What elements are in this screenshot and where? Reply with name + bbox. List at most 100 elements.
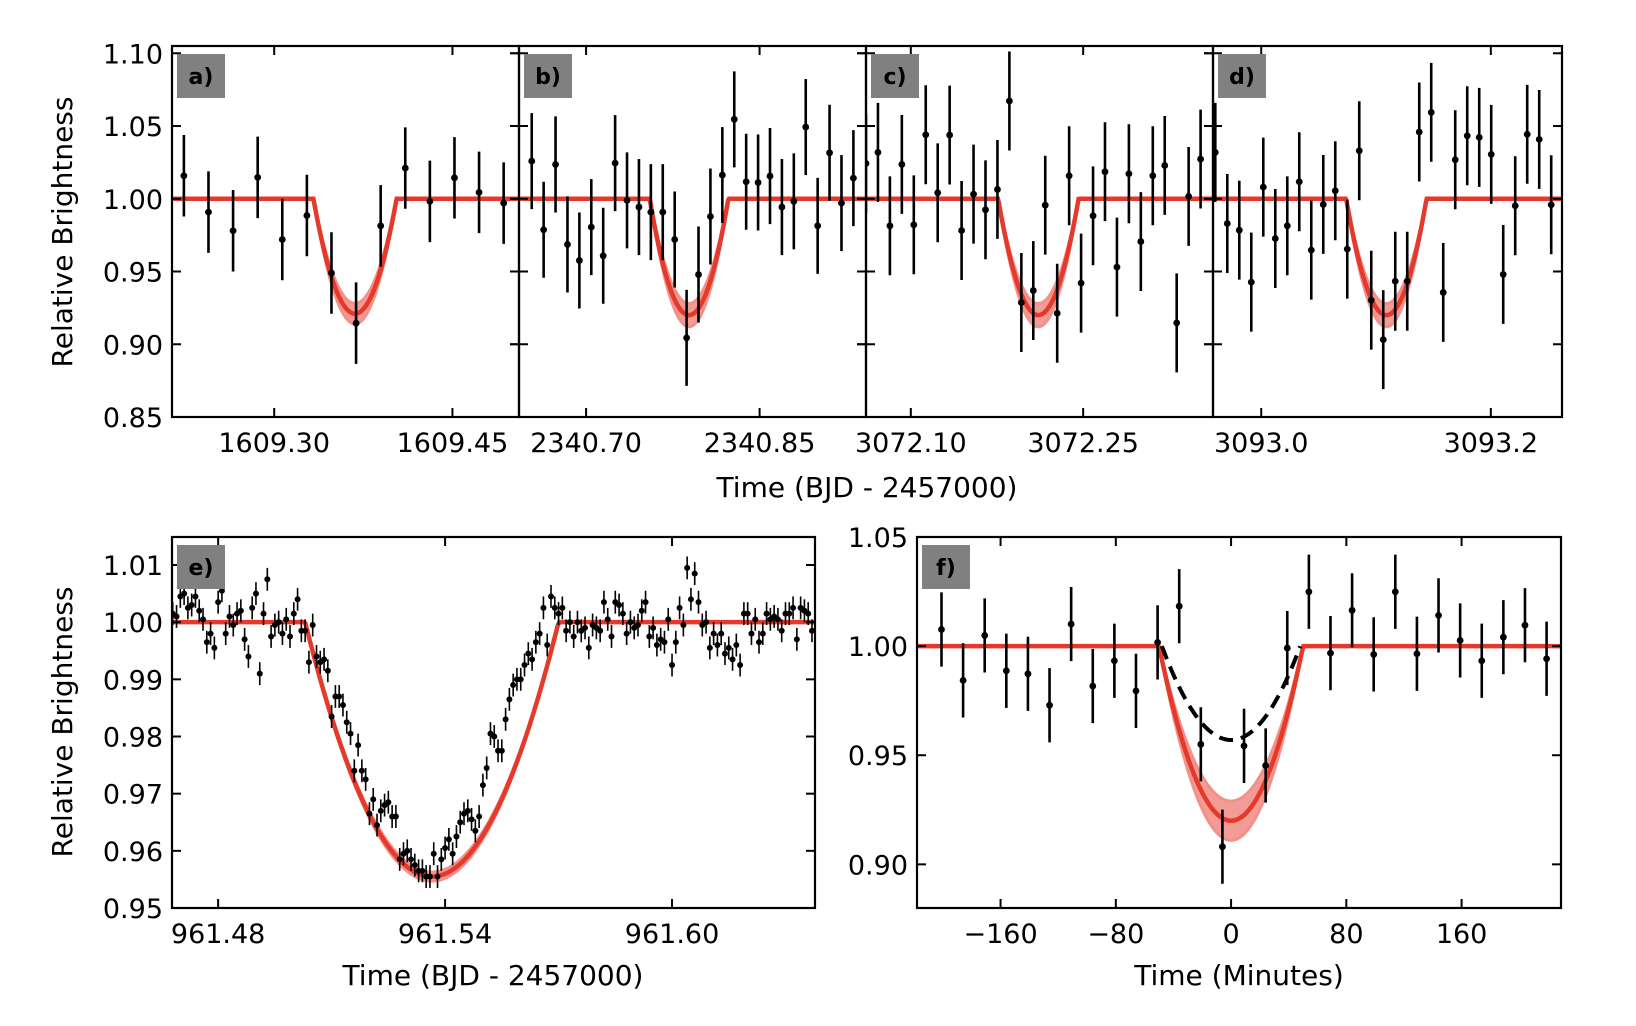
data-point	[1219, 843, 1226, 851]
data-point	[426, 873, 433, 880]
y-tick-label: 1.05	[848, 523, 908, 554]
data-point	[1343, 245, 1351, 253]
data-point	[1161, 162, 1169, 169]
data-point	[763, 610, 770, 617]
data-point	[222, 630, 229, 637]
x-tick-label: −160	[963, 919, 1037, 950]
panel-tag-box	[871, 54, 919, 98]
data-point	[886, 222, 894, 230]
data-point	[778, 203, 786, 211]
data-point	[245, 653, 252, 660]
data-point	[766, 172, 774, 180]
data-point	[324, 667, 331, 674]
x-tick-label: 3072.25	[1027, 428, 1139, 459]
data-point	[742, 178, 750, 186]
data-point	[737, 662, 744, 669]
panel-tag-label: e)	[189, 556, 214, 581]
panel-a: 1609.30 1609.45 0.85 0.90 0.95 1.00 1.05 1.10 a)	[103, 39, 521, 459]
data-point	[264, 576, 271, 583]
x-tick-label: 1609.30	[218, 428, 330, 459]
data-point	[392, 813, 399, 820]
data-point	[661, 639, 668, 646]
data-point	[1132, 687, 1140, 695]
data-point	[173, 613, 180, 620]
panel-tag: b)	[524, 54, 572, 98]
data-point	[994, 186, 1001, 193]
data-point	[774, 616, 781, 623]
data-point	[1017, 299, 1025, 306]
panel-tag-label: b)	[535, 65, 561, 90]
data-point	[226, 613, 233, 620]
data-point	[1439, 289, 1447, 296]
data-point	[611, 159, 619, 167]
x-tick-label: 3093.0	[1214, 428, 1308, 459]
data-point	[374, 822, 381, 829]
data-point	[597, 627, 604, 634]
data-point	[642, 599, 649, 606]
data-point	[347, 730, 354, 737]
data-point	[529, 656, 536, 663]
x-tick-label: 3072.10	[855, 428, 967, 459]
panel-tag-box	[177, 545, 225, 589]
data-point	[922, 131, 930, 139]
data-point	[566, 619, 573, 626]
data-point	[1053, 309, 1061, 317]
data-point	[445, 836, 452, 843]
data-point	[203, 639, 210, 646]
data-point	[1137, 238, 1145, 245]
data-point	[434, 873, 441, 880]
data-point	[540, 604, 547, 611]
data-point	[303, 212, 311, 219]
data-point	[691, 570, 698, 577]
data-point	[676, 604, 683, 611]
panel-tag-box	[177, 54, 225, 98]
data-point	[669, 662, 676, 669]
data-point	[279, 630, 286, 637]
data-point	[1262, 762, 1270, 769]
data-point	[959, 676, 967, 684]
data-point	[1535, 136, 1543, 143]
data-point	[1002, 667, 1010, 675]
data-point	[343, 719, 350, 726]
y-tick-label: 1.00	[103, 608, 163, 639]
data-point	[1125, 170, 1133, 178]
data-point	[805, 610, 812, 617]
data-point	[570, 633, 577, 640]
data-point	[355, 742, 362, 749]
data-point	[707, 213, 714, 220]
data-point	[1046, 701, 1053, 709]
x-tick-label: 961.48	[171, 919, 265, 950]
data-point	[718, 630, 725, 637]
data-point	[849, 174, 857, 182]
data-point	[377, 807, 384, 814]
data-point	[336, 693, 343, 700]
data-point	[729, 656, 736, 663]
plot-area	[1213, 62, 1562, 390]
top-row-xlabel: Time (BJD - 2457000)	[716, 471, 1018, 504]
data-point	[1487, 150, 1495, 158]
data-point	[814, 222, 822, 230]
data-point	[1403, 277, 1411, 285]
data-point	[1089, 212, 1097, 220]
data-point	[659, 208, 667, 216]
data-point	[1065, 172, 1073, 180]
data-point	[599, 252, 607, 260]
data-point	[627, 619, 634, 626]
data-point	[1391, 277, 1399, 285]
data-point	[1247, 278, 1255, 286]
data-point	[790, 197, 798, 205]
data-point	[229, 227, 237, 235]
data-point	[506, 696, 513, 703]
data-point	[498, 747, 505, 754]
x-tick-label: 80	[1329, 919, 1363, 950]
data-point	[1319, 201, 1327, 208]
plot-area	[519, 71, 866, 386]
data-point	[1005, 97, 1013, 105]
y-tick-label: 1.01	[103, 551, 163, 582]
data-point	[721, 650, 728, 657]
axes-frame	[915, 535, 1563, 910]
data-point	[778, 627, 785, 634]
data-point	[559, 604, 566, 611]
data-point	[808, 627, 815, 634]
